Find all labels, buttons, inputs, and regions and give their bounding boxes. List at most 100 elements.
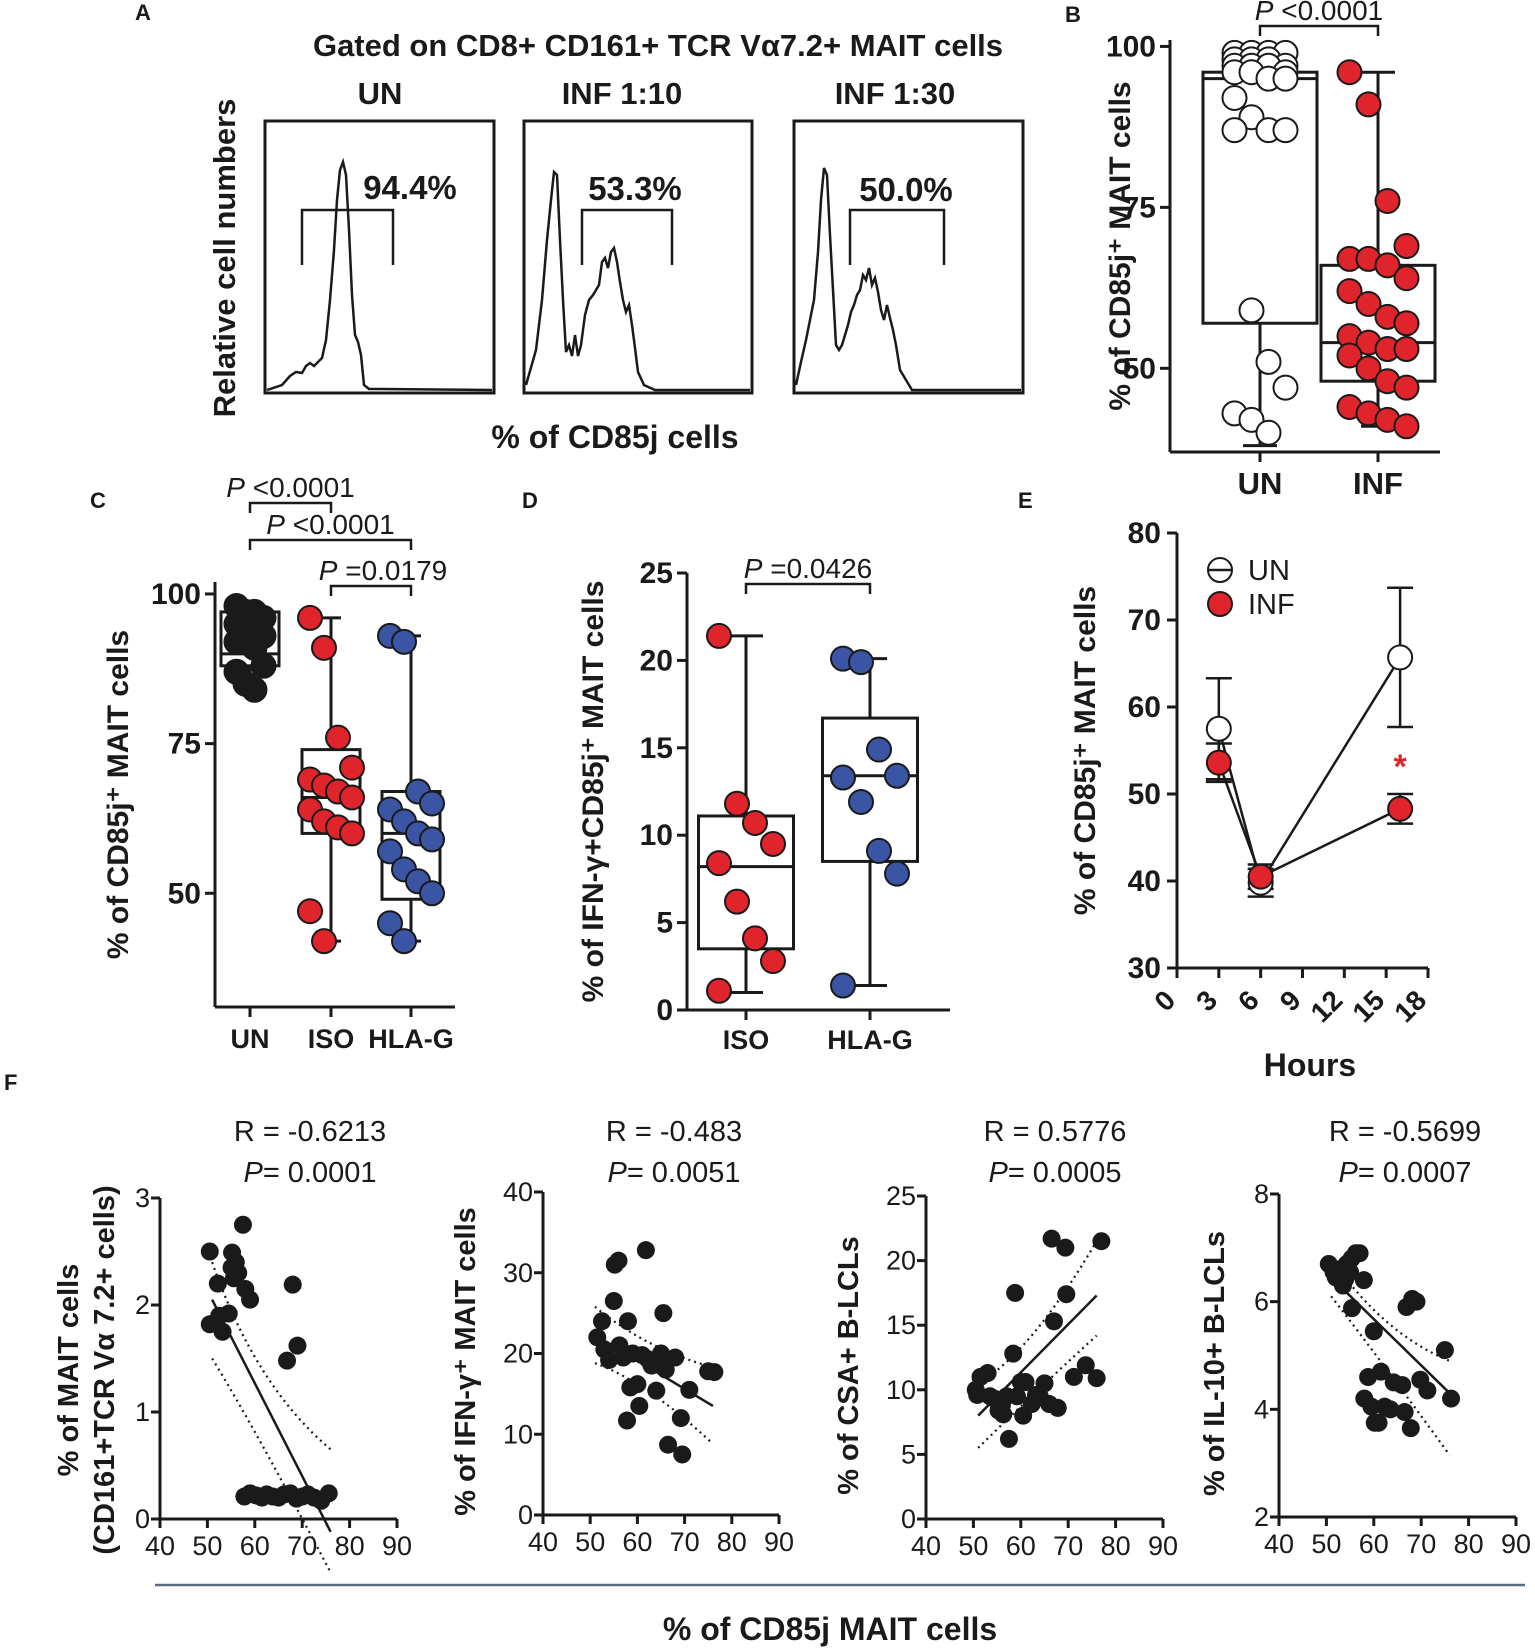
box-iqr (821, 716, 919, 863)
panel-a-title: Gated on CD8+ CD161+ TCR Vα7.2+ MAIT cel… (313, 28, 1003, 63)
histogram-inf30-gate (848, 208, 946, 265)
regression-line (211, 1299, 332, 1533)
x-tick-label: 50 (192, 1531, 222, 1561)
significance-bracket (744, 582, 872, 594)
series-point-inf (1205, 749, 1232, 776)
significance-bracket (248, 538, 413, 550)
series-line-inf (1217, 762, 1401, 879)
histogram-un-gate (300, 208, 395, 265)
data-point (1272, 374, 1299, 401)
histogram-inf10-gate-label: 53.3% (588, 170, 682, 207)
y-tick-label: 0 (135, 1504, 150, 1534)
scatter-point (219, 1304, 238, 1323)
data-point (706, 977, 732, 1004)
scatter-point (319, 1484, 338, 1503)
y-tick-label: 2 (1254, 1502, 1269, 1532)
correlation-r: R = -0.5699 (1329, 1116, 1481, 1148)
histogram-inf10-title: INF 1:10 (562, 76, 683, 111)
x-tick-label: 40 (1264, 1529, 1294, 1559)
y-axis-label: % of CD85j⁺ MAIT cells (102, 630, 135, 959)
x-tick-label: 50 (958, 1531, 988, 1561)
data-point (706, 850, 732, 877)
data-point (1221, 84, 1248, 111)
histogram-inf30-gate-label: 50.0% (859, 171, 953, 208)
data-point (391, 628, 417, 655)
data-point (1272, 65, 1299, 92)
correlation-p: P= 0.0005 (988, 1157, 1121, 1189)
category-label: INF (1353, 466, 1403, 501)
data-point (760, 948, 786, 975)
panel-a-xlabel: % of CD85j cells (491, 419, 738, 455)
data-point (830, 972, 856, 999)
x-tick-label: 60 (1006, 1531, 1036, 1561)
scatter-point (642, 1356, 661, 1375)
data-point (866, 837, 892, 864)
regression-line (977, 1294, 1098, 1417)
scatter-point (1381, 1400, 1400, 1419)
scatter-plot-1: 0 1 2 3 40 50 60 70 80 90 R = -0.6213 P= 0.0001 % of… (53, 1116, 412, 1574)
y-tick-label: 70 (1128, 604, 1161, 637)
scatter-point (1064, 1367, 1083, 1386)
scatter-point (229, 1263, 248, 1282)
scatter-point (705, 1363, 724, 1382)
x-tick-label: 90 (382, 1531, 412, 1561)
x-tick-label: 9 (1274, 984, 1307, 1017)
scatter-point (1401, 1419, 1420, 1438)
scatter-point (671, 1409, 690, 1428)
data-point (297, 604, 323, 631)
scatter-point (654, 1304, 673, 1323)
y-tick-label: 10 (503, 1419, 533, 1449)
series-point-inf (1387, 795, 1414, 822)
y-axis-label: % of MAIT cells (53, 1264, 85, 1477)
y-tick-label: 100 (1106, 30, 1156, 63)
scatter-point (978, 1364, 997, 1383)
data-point (1393, 233, 1420, 259)
p-value-label: P =0.0179 (319, 555, 447, 586)
correlation-p: P= 0.0001 (243, 1157, 376, 1189)
scatter-point (618, 1312, 637, 1331)
data-point (325, 724, 351, 751)
histogram-un-gate-label: 94.4% (363, 169, 457, 206)
confidence-band-line (977, 1240, 1098, 1385)
scatter-plot-4: 2 4 6 8 40 50 60 70 80 90 R = -0.5699 P= 0.0007 % of… (1199, 1116, 1531, 1559)
correlation-r: R = -0.483 (606, 1116, 742, 1148)
data-point (377, 910, 403, 937)
y-tick-label: 10 (886, 1375, 916, 1405)
correlation-r: R = 0.5776 (984, 1116, 1127, 1148)
x-tick-label: 40 (528, 1527, 558, 1557)
significance-bracket (329, 584, 413, 596)
data-point (1336, 278, 1363, 305)
data-point (1393, 265, 1420, 292)
panel-label-c: C (90, 488, 106, 513)
histogram-un-frame (263, 119, 496, 395)
p-value-label: P <0.0001 (1255, 0, 1383, 26)
panel-label-e: E (1018, 488, 1033, 513)
data-point (419, 826, 445, 853)
data-point (241, 676, 268, 703)
histogram-inf10-curve (524, 169, 750, 392)
histogram-inf30-title: INF 1:30 (835, 76, 956, 111)
y-tick-label: 0 (518, 1500, 533, 1530)
y-tick-label: 80 (1128, 517, 1161, 550)
regression-line (594, 1333, 714, 1408)
scatter-point (1004, 1344, 1023, 1363)
scatter-point (1341, 1263, 1360, 1282)
x-tick-label: 70 (1406, 1529, 1436, 1559)
x-tick-label: 60 (1359, 1529, 1389, 1559)
data-point (760, 830, 786, 857)
scatter-point (618, 1411, 637, 1430)
x-tick-label: 90 (764, 1527, 794, 1557)
significance-star: * (1393, 748, 1407, 786)
x-tick-label: 60 (240, 1531, 270, 1561)
series-line-un (1217, 656, 1402, 886)
scatter-point (208, 1274, 227, 1293)
data-point (419, 880, 445, 907)
confidence-band-line (211, 1357, 332, 1574)
y-axis-label: % of IFN-γ+CD85j⁺ MAIT cells (577, 581, 610, 1003)
data-point (419, 790, 445, 817)
scatter-point (1076, 1356, 1095, 1375)
scatter-point (241, 1290, 260, 1309)
x-tick-label: 6 (1232, 984, 1265, 1017)
panel-label-b: B (1065, 2, 1081, 27)
